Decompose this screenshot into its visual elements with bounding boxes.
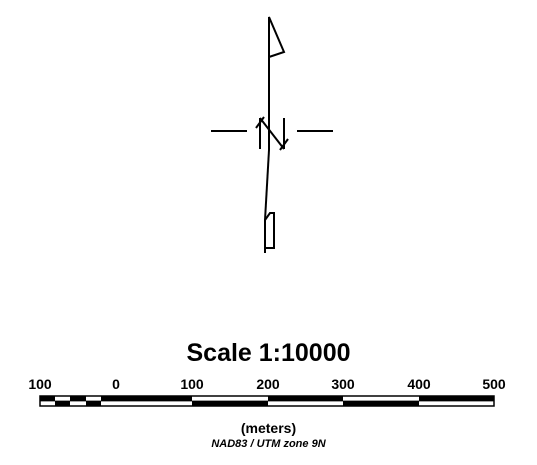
scale-tick-label: 500 xyxy=(482,376,506,392)
scale-tick-label: 300 xyxy=(331,376,355,392)
scale-segment xyxy=(116,396,192,401)
scale-units: (meters) xyxy=(240,420,297,436)
north-arrow-icon xyxy=(211,16,333,253)
scale-segment xyxy=(268,396,343,401)
scale-segment xyxy=(419,396,494,401)
scale-segment xyxy=(70,396,86,401)
south-pennant xyxy=(264,212,275,253)
scale-segment xyxy=(86,401,101,406)
scale-title: Scale 1:10000 xyxy=(186,339,351,367)
scale-tick-label: 100 xyxy=(28,376,52,392)
scale-segment xyxy=(101,396,116,401)
projection-label: NAD83 / UTM zone 9N xyxy=(211,438,326,450)
north-pennant xyxy=(268,16,286,110)
scale-tick-label: 400 xyxy=(407,376,431,392)
scale-segment xyxy=(40,396,55,401)
scale-tick-label: 0 xyxy=(112,376,120,392)
scale-segment xyxy=(55,401,70,406)
scale-bar xyxy=(39,395,495,407)
scale-tick-label: 200 xyxy=(256,376,280,392)
scale-segment xyxy=(343,401,419,406)
scale-segment xyxy=(192,401,268,406)
scale-tick-label: 100 xyxy=(180,376,204,392)
north-letter xyxy=(255,116,289,151)
